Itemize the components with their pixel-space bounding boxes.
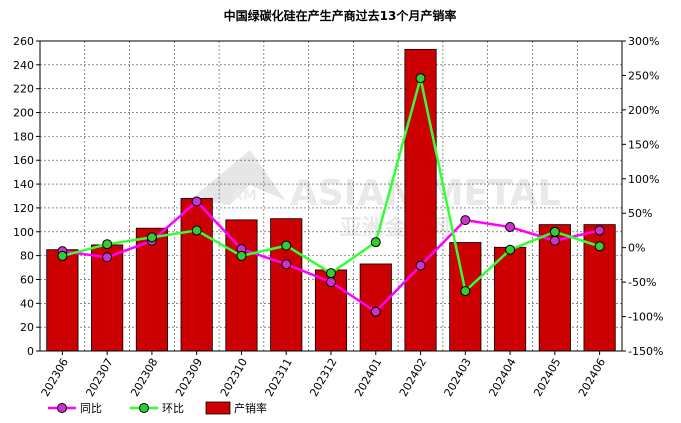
y-left-tick-label: 20	[20, 321, 34, 334]
legend-swatch	[205, 401, 231, 415]
line-series	[57, 73, 605, 317]
data-point	[415, 260, 426, 271]
x-tick-label: 202402	[397, 356, 429, 399]
bar	[270, 218, 303, 352]
data-point	[594, 225, 605, 236]
bar	[494, 246, 527, 352]
x-tick-label: 202310	[218, 356, 250, 399]
y-right-tick-label: -50%	[628, 276, 656, 289]
y-right-tick-label: 150%	[628, 138, 659, 151]
data-point	[236, 250, 247, 261]
data-point	[281, 259, 292, 270]
bar	[46, 249, 79, 352]
legend-marker	[57, 403, 67, 413]
data-point	[415, 73, 426, 84]
y-right-tick-label: -100%	[628, 311, 663, 324]
data-point	[460, 215, 471, 226]
x-tick-label: 202311	[263, 356, 295, 399]
data-point	[460, 286, 471, 297]
legend-label: 同比	[80, 402, 102, 415]
y-left-tick-label: 120	[13, 202, 34, 215]
watermark-logo-text: AM	[232, 188, 257, 204]
x-tick-label: 202307	[83, 356, 115, 399]
y-left-tick-label: 220	[13, 83, 34, 96]
x-tick-label: 202401	[352, 356, 384, 399]
y-right-tick-label: 250%	[628, 69, 659, 82]
data-point	[505, 222, 516, 232]
y-right-tick-label: -150%	[628, 345, 663, 358]
y-left-tick-label: 60	[20, 273, 34, 286]
data-point	[594, 241, 605, 252]
y-left-tick-label: 240	[13, 59, 34, 72]
legend-label: 产销率	[234, 401, 267, 415]
legend-marker	[139, 403, 149, 413]
y-left-tick-label: 140	[13, 178, 34, 191]
y-left-tick-label: 260	[13, 35, 34, 48]
x-tick-label: 202312	[307, 356, 339, 399]
data-point	[549, 235, 560, 246]
y-left-tick-label: 80	[20, 250, 34, 263]
x-tick-label: 202406	[576, 356, 608, 399]
data-point	[102, 252, 113, 263]
data-point	[281, 240, 292, 251]
data-point	[326, 277, 336, 288]
bar	[404, 48, 437, 352]
chart-title: 中国绿碳化硅在产生产商过去13个月产销率	[224, 8, 457, 23]
data-point	[370, 237, 381, 248]
y-left-tick-label: 100	[13, 226, 34, 239]
data-point	[370, 306, 381, 317]
y-right-tick-label: 0%	[628, 242, 645, 255]
data-point	[505, 244, 516, 255]
legend: 同比 环比 产销率	[48, 401, 267, 415]
y-left-tick-label: 200	[13, 107, 34, 120]
data-point	[102, 239, 113, 250]
bar	[449, 242, 482, 352]
y-right-tick-label: 200%	[628, 104, 659, 117]
data-point	[57, 250, 68, 261]
y-left-tick-label: 180	[13, 130, 34, 143]
data-point	[326, 268, 336, 279]
bar	[180, 197, 213, 352]
data-point	[146, 232, 157, 243]
y-left-tick-label: 160	[13, 154, 34, 167]
watermark-logo-icon	[190, 150, 285, 205]
data-point	[191, 196, 202, 207]
y-left-tick-label: 40	[20, 297, 34, 310]
data-point	[549, 226, 560, 237]
bar	[225, 219, 258, 352]
y-right-tick-label: 100%	[628, 173, 659, 186]
x-tick-label: 202404	[486, 356, 518, 399]
x-tick-label: 202309	[173, 356, 205, 399]
y-left-tick-label: 0	[27, 345, 34, 358]
x-tick-label: 202308	[128, 356, 160, 399]
y-right-tick-label: 300%	[628, 35, 659, 48]
y-right-tick-label: 50%	[628, 207, 652, 220]
x-tick-label: 202306	[39, 356, 71, 399]
legend-label: 环比	[162, 402, 184, 415]
x-tick-label: 202403	[442, 356, 474, 399]
x-tick-label: 202405	[531, 356, 563, 399]
bar	[135, 227, 168, 352]
data-point	[191, 225, 202, 236]
